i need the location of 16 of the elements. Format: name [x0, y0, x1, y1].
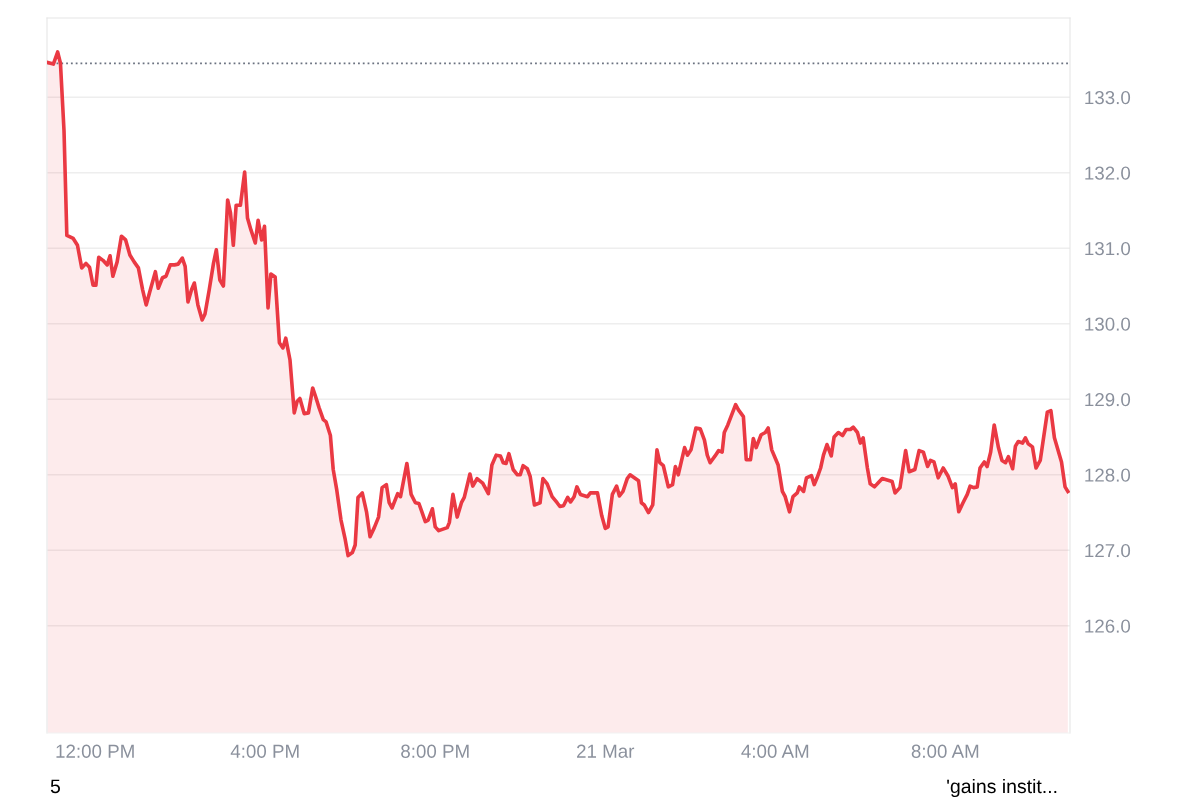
- y-tick-label: 128.0: [1085, 468, 1131, 482]
- x-tick-label: 8:00 AM: [911, 744, 979, 758]
- y-tick-label: 130.0: [1085, 317, 1131, 331]
- y-tick-label: 132.0: [1085, 166, 1131, 180]
- x-tick-label: 21 Mar: [577, 744, 635, 758]
- y-tick-label: 133.0: [1085, 90, 1131, 105]
- y-tick-label: 127.0: [1085, 543, 1131, 558]
- y-tick-label: 131.0: [1085, 241, 1131, 256]
- y-tick-label: 129.0: [1085, 392, 1131, 407]
- text: 'gains instit...: [947, 778, 1057, 798]
- x-tick-label: 8:00 PM: [401, 744, 469, 758]
- text: 5: [50, 779, 60, 794]
- x-tick-label: 4:00 PM: [230, 744, 299, 758]
- x-tick-label: 12:00 PM: [56, 744, 134, 758]
- y-tick-label: 126.0: [1085, 619, 1131, 633]
- x-tick-label: 4:00 AM: [741, 744, 809, 758]
